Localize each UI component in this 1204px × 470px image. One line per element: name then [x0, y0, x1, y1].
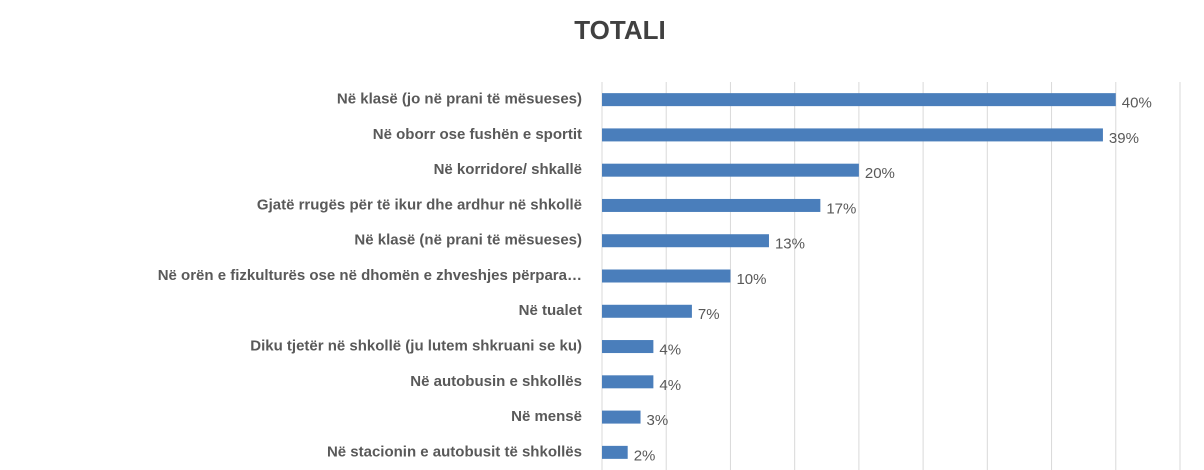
bar: [602, 234, 769, 248]
bar: [602, 198, 821, 212]
bar: [602, 375, 654, 389]
value-label: 17%: [826, 200, 856, 217]
bar: [602, 128, 1103, 142]
category-label: Në klasë (në prani të mësueses): [354, 232, 582, 249]
bar: [602, 410, 641, 424]
value-label: 10%: [736, 271, 766, 288]
category-label: Në korridore/ shkallë: [434, 161, 582, 178]
value-label: 4%: [659, 377, 681, 394]
value-label: 4%: [659, 342, 681, 359]
category-label: Në tualet: [519, 302, 582, 319]
value-label: 13%: [775, 236, 805, 253]
bar: [602, 93, 1116, 107]
category-label: Në stacionin e autobusit të shkollës: [327, 443, 582, 460]
value-label: 7%: [698, 306, 720, 323]
category-label: Në oborr ose fushën e sportit: [373, 126, 582, 143]
category-label: Në klasë (jo në prani të mësueses): [337, 91, 582, 108]
value-label: 39%: [1109, 130, 1139, 147]
category-label: Në orën e fizkulturës ose në dhomën e zh…: [158, 267, 582, 284]
value-label: 20%: [865, 165, 895, 182]
bar: [602, 269, 731, 283]
bar: [602, 304, 692, 318]
value-label: 2%: [634, 447, 656, 464]
category-label: Diku tjetër në shkollë (ju lutem shkruan…: [250, 338, 582, 355]
category-label: Në mensë: [511, 408, 582, 425]
category-label: Gjatë rrugës për të ikur dhe ardhur në s…: [257, 196, 582, 213]
value-label: 3%: [647, 412, 669, 429]
value-label: 40%: [1122, 95, 1152, 112]
category-label: Në autobusin e shkollës: [410, 373, 582, 390]
bar: [602, 163, 859, 177]
chart-title: TOTALI: [574, 15, 665, 45]
bar: [602, 445, 628, 459]
bar: [602, 340, 654, 354]
